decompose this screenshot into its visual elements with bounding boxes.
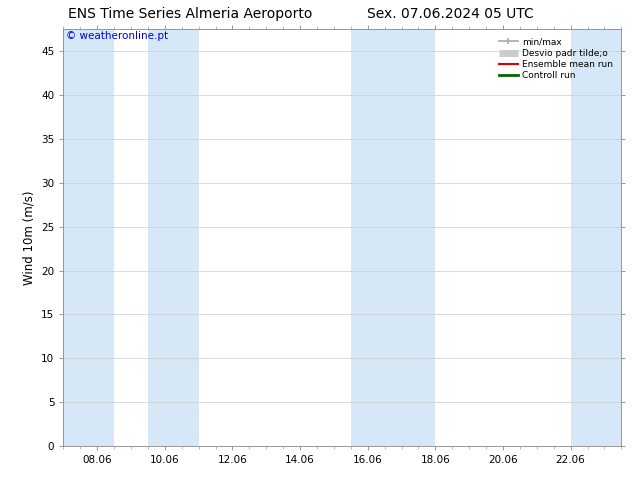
Legend: min/max, Desvio padr tilde;o, Ensemble mean run, Controll run: min/max, Desvio padr tilde;o, Ensemble m… <box>496 35 616 83</box>
Text: © weatheronline.pt: © weatheronline.pt <box>66 31 168 42</box>
Text: Sex. 07.06.2024 05 UTC: Sex. 07.06.2024 05 UTC <box>366 7 534 22</box>
Bar <box>63 29 114 446</box>
Bar <box>351 29 436 446</box>
Bar <box>571 29 621 446</box>
Y-axis label: Wind 10m (m/s): Wind 10m (m/s) <box>23 191 36 285</box>
Bar <box>148 29 198 446</box>
Text: ENS Time Series Almeria Aeroporto: ENS Time Series Almeria Aeroporto <box>68 7 313 22</box>
